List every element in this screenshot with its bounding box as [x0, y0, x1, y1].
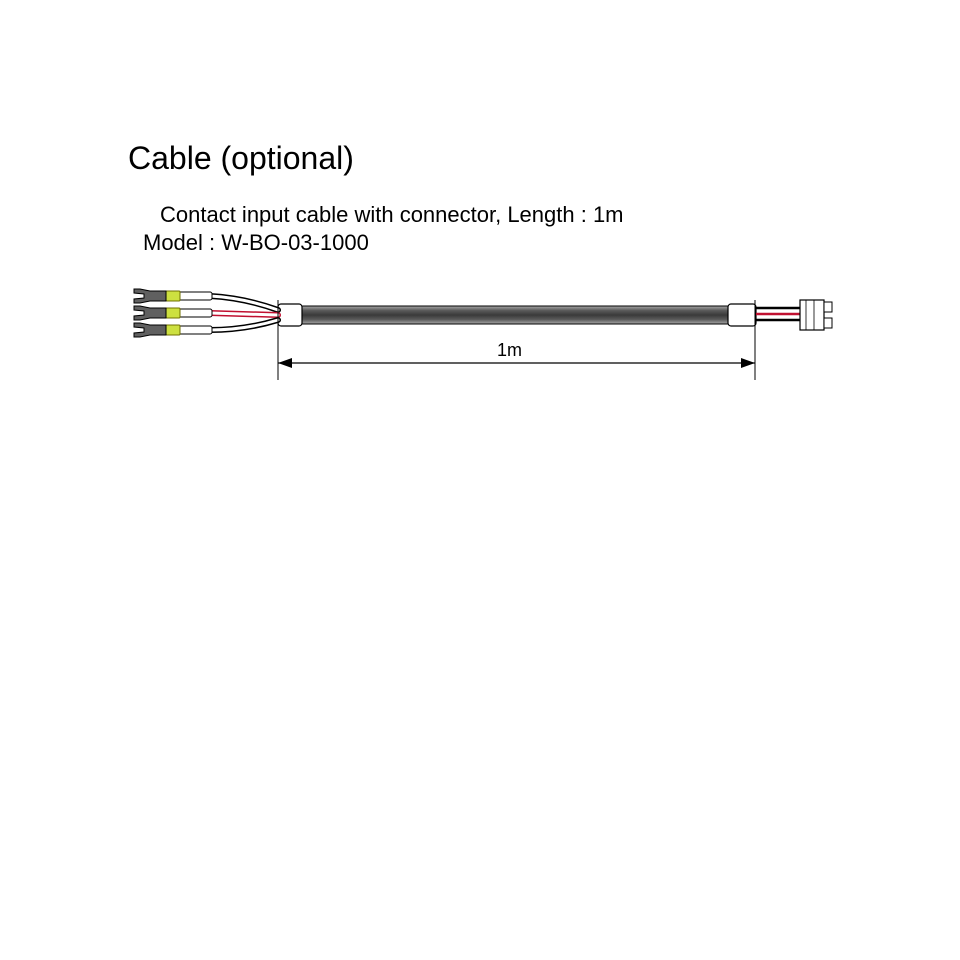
- cable-diagram: [0, 0, 960, 960]
- dimension-label: 1m: [497, 340, 522, 361]
